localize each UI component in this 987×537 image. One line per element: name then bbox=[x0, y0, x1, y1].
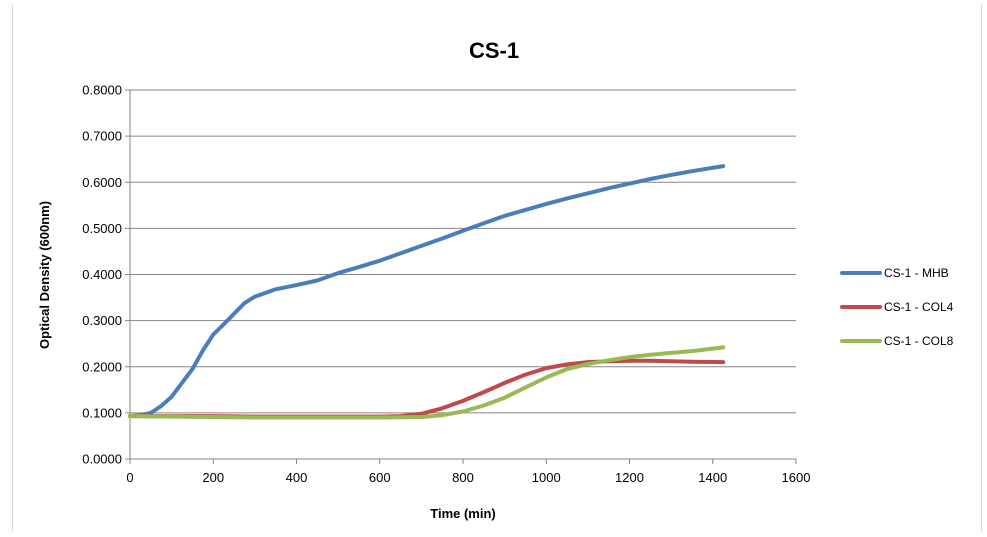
x-tick-label: 600 bbox=[369, 470, 391, 485]
chart-frame bbox=[12, 4, 982, 532]
series-lines bbox=[128, 164, 726, 420]
y-tick-label: 0.0000 bbox=[82, 452, 122, 467]
x-axis-title: Time (min) bbox=[430, 506, 496, 521]
x-tick-label: 400 bbox=[286, 470, 308, 485]
legend-label: CS-1 - COL8 bbox=[884, 334, 954, 348]
x-tick-label: 1000 bbox=[532, 470, 561, 485]
x-tick-label: 1200 bbox=[615, 470, 644, 485]
y-tick-label: 0.4000 bbox=[82, 267, 122, 282]
y-tick-label: 0.1000 bbox=[82, 405, 122, 420]
x-tick-labels: 0 200 400 600 800 1000 1200 1400 1600 bbox=[126, 470, 810, 485]
y-tick-labels: 0.0000 0.1000 0.2000 0.3000 0.4000 0.5000 0.60… bbox=[82, 83, 122, 467]
series-line-1 bbox=[128, 164, 726, 419]
x-tick-label: 800 bbox=[452, 470, 474, 485]
y-tick-label: 0.3000 bbox=[82, 313, 122, 328]
series-line-3 bbox=[128, 345, 726, 420]
chart-title: CS-1 bbox=[469, 38, 519, 63]
y-tick-label: 0.2000 bbox=[82, 359, 122, 374]
x-tick-label: 1400 bbox=[698, 470, 727, 485]
y-axis-title: Optical Density (600nm) bbox=[37, 201, 52, 349]
x-tick-label: 0 bbox=[126, 470, 133, 485]
axes bbox=[129, 90, 797, 464]
x-tick-label: 200 bbox=[202, 470, 224, 485]
legend-label: CS-1 - COL4 bbox=[884, 300, 954, 314]
y-tick-label: 0.6000 bbox=[82, 175, 122, 190]
y-tick-label: 0.5000 bbox=[82, 221, 122, 236]
series-line-2 bbox=[128, 358, 726, 419]
x-tick-label: 1600 bbox=[782, 470, 811, 485]
legend: CS-1 - MHB CS-1 - COL4 CS-1 - COL8 bbox=[840, 266, 954, 348]
y-tick-label: 0.8000 bbox=[82, 83, 122, 98]
legend-label: CS-1 - MHB bbox=[884, 266, 949, 280]
y-tick-label: 0.7000 bbox=[82, 129, 122, 144]
